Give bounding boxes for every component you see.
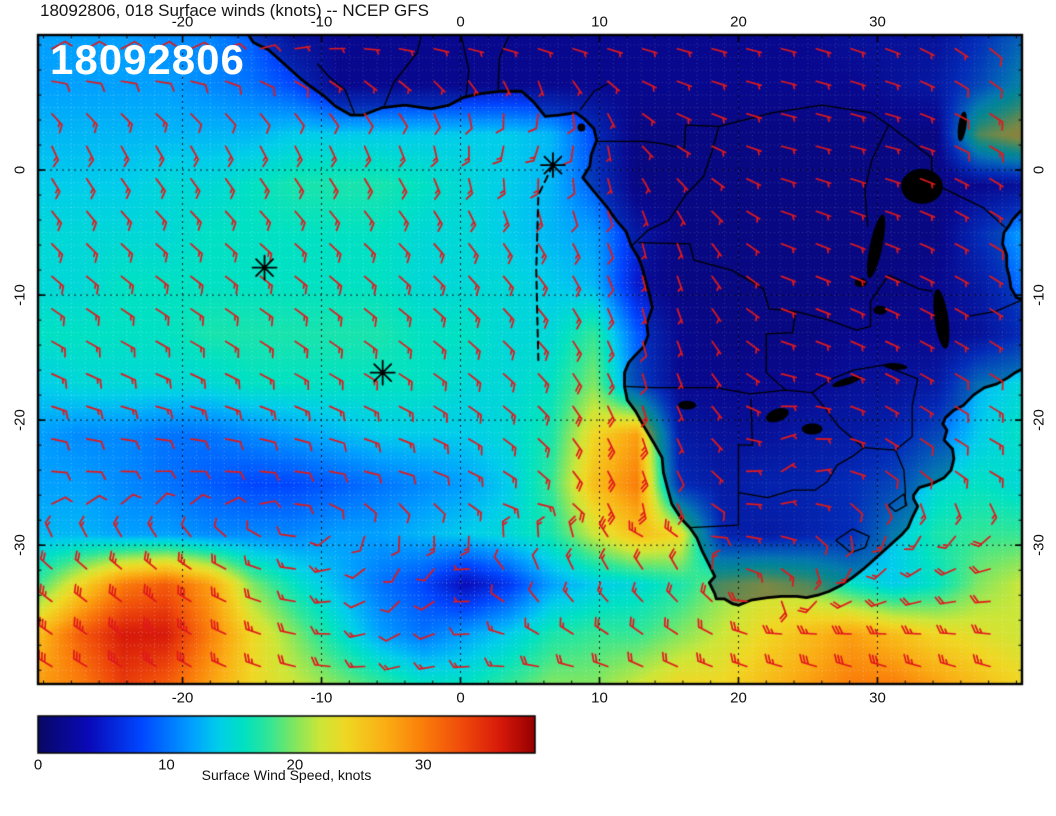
colorbar-caption: Surface Wind Speed, knots bbox=[201, 767, 372, 783]
timestamp-overlay: 18092806 bbox=[50, 36, 245, 83]
plot-title: 18092806, 018 Surface winds (knots) -- N… bbox=[40, 1, 429, 20]
